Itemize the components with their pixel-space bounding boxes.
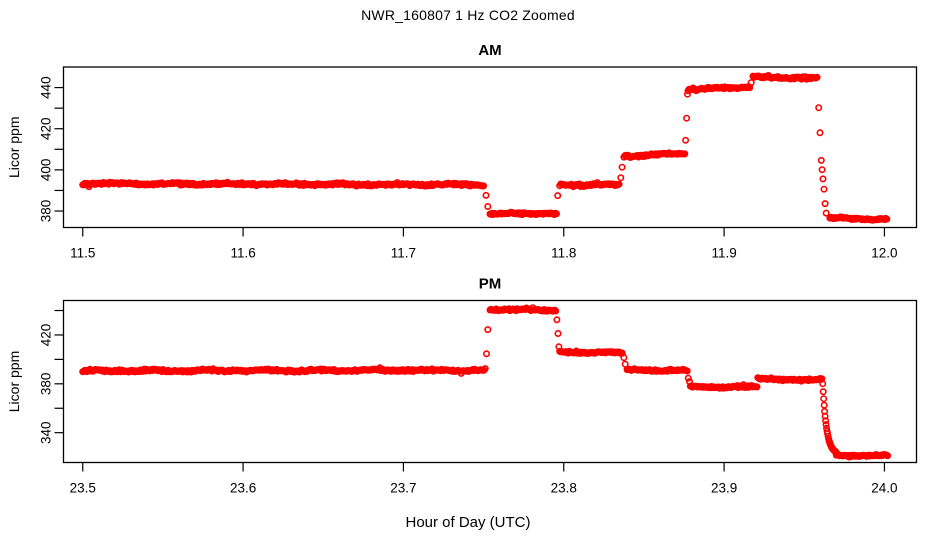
pm-data-points bbox=[79, 304, 892, 461]
x-axis-label: Hour of Day (UTC) bbox=[405, 514, 531, 531]
y-tick-label: 420 bbox=[39, 117, 54, 140]
y-tick-label: 340 bbox=[39, 421, 54, 444]
x-tick-label: 23.8 bbox=[551, 481, 577, 496]
x-tick-label: 12.0 bbox=[871, 246, 897, 261]
y-tick-label: 380 bbox=[39, 373, 54, 396]
panel-am: 11.5 11.6 11.7 11.8 11.9 12.0 380 400 420 440 Lico… bbox=[6, 42, 918, 261]
y-tick-label: 440 bbox=[39, 76, 54, 99]
x-tick-label: 11.6 bbox=[230, 246, 255, 261]
panel-title: AM bbox=[478, 42, 501, 59]
x-tick-label: 23.5 bbox=[70, 481, 96, 496]
x-tick-label: 11.5 bbox=[70, 246, 95, 261]
y-tick-label: 420 bbox=[39, 324, 54, 347]
y-tick-label: 380 bbox=[39, 200, 54, 223]
plot-frame bbox=[62, 299, 918, 464]
y-axis-label: Licor ppm bbox=[6, 351, 22, 412]
x-tick-label: 23.6 bbox=[230, 481, 256, 496]
y-axis-label: Licor ppm bbox=[6, 117, 22, 178]
x-tick-label: 11.9 bbox=[711, 246, 736, 261]
x-tick-label: 24.0 bbox=[871, 481, 897, 496]
x-tick-label: 23.7 bbox=[390, 481, 416, 496]
panel-pm: 23.5 23.6 23.7 23.8 23.9 24.0 340 380 420 Licor p… bbox=[6, 276, 918, 496]
x-tick-label: 11.8 bbox=[551, 246, 576, 261]
y-tick-label: 400 bbox=[39, 159, 54, 182]
panel-title: PM bbox=[479, 276, 502, 293]
x-tick-label: 23.9 bbox=[711, 481, 737, 496]
am-data-points bbox=[79, 72, 891, 224]
figure-title: NWR_160807 1 Hz CO2 Zoomed bbox=[361, 7, 575, 23]
plot-frame bbox=[62, 66, 918, 229]
x-tick-label: 11.7 bbox=[391, 246, 416, 261]
